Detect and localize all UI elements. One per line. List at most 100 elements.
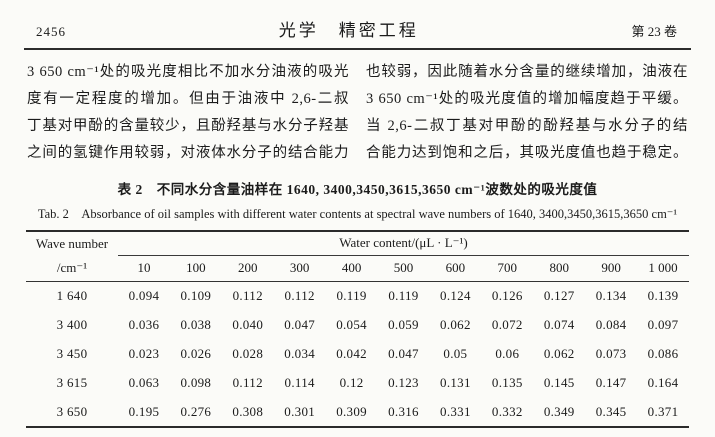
value-cell: 0.026	[180, 345, 212, 361]
table-row: 3 400 0.036 0.038 0.040 0.047 0.054 0.05…	[26, 310, 689, 339]
value-cell: 0.349	[543, 403, 575, 419]
value-cell: 0.072	[491, 316, 523, 332]
value-cell: 0.112	[284, 287, 315, 303]
water-content-group-header: Water content/(μL · L⁻¹)	[118, 231, 689, 256]
header-rule	[24, 48, 691, 50]
value-cell: 0.086	[647, 345, 679, 361]
text-line: 当 2,6-二叔丁基对甲酚的酚羟基与水分子的结	[366, 118, 688, 134]
value-cell: 0.047	[284, 316, 316, 332]
value-cell: 0.054	[336, 316, 367, 332]
value-cell: 0.040	[232, 316, 264, 332]
value-cell: 0.047	[388, 345, 419, 361]
column-header: 900	[585, 255, 638, 282]
value-cell: 0.331	[440, 403, 471, 419]
value-cell: 0.123	[388, 375, 419, 391]
value-cell: 0.063	[128, 375, 160, 391]
value-cell: 0.164	[647, 375, 679, 391]
value-cell: 0.06	[495, 345, 520, 361]
value-cell: 0.276	[180, 403, 212, 419]
text-line: 合能力达到饱和之后，其吸光度值也趋于稳定。	[366, 145, 688, 161]
value-cell: 0.059	[388, 316, 419, 332]
column-header: 800	[533, 255, 586, 282]
page-number: 2456	[36, 24, 66, 39]
value-cell: 0.112	[232, 375, 263, 391]
table-row: 1 640 0.094 0.109 0.112 0.112 0.119 0.11…	[26, 281, 689, 310]
value-cell: 0.345	[595, 403, 627, 419]
table-caption-zh: 表 2 不同水分含量油样在 1640, 3400,3450,3615,3650 …	[117, 182, 598, 197]
value-cell: 0.12	[339, 375, 364, 391]
column-header: 500	[377, 255, 430, 282]
value-cell: 0.098	[180, 375, 212, 391]
value-cell: 0.036	[128, 316, 160, 332]
table-row: 3 650 0.195 0.276 0.308 0.301 0.309 0.31…	[26, 398, 689, 427]
value-cell: 0.114	[284, 375, 315, 391]
value-cell: 0.097	[647, 316, 679, 332]
column-header: 400	[325, 255, 378, 282]
value-cell: 0.05	[443, 345, 468, 361]
value-cell: 0.073	[595, 345, 627, 361]
value-cell: 0.147	[595, 375, 627, 391]
value-cell: 0.127	[543, 287, 575, 303]
value-cell: 0.195	[128, 403, 160, 419]
column-header: 300	[273, 255, 326, 282]
value-cell: 0.074	[543, 316, 575, 332]
absorbance-table: Wave number Water content/(μL · L⁻¹) /cm…	[26, 230, 689, 428]
column-header: 600	[429, 255, 482, 282]
volume-label: 第 23 卷	[631, 24, 677, 39]
column-header: 100	[169, 255, 222, 282]
value-cell: 0.308	[232, 403, 264, 419]
value-cell: 0.126	[491, 287, 523, 303]
table-caption-en: Tab. 2 Absorbance of oil samples with di…	[37, 207, 678, 221]
value-cell: 0.028	[232, 345, 264, 361]
left-column: 3 650 cm⁻¹处的吸光度相比不加水分油液的吸光 度有一定程度的增加。但由于…	[27, 59, 349, 167]
wave-number-cell: 3 400	[56, 316, 88, 332]
text-line: 3 650 cm⁻¹处的吸光度值的增加幅度趋于平缓。	[366, 91, 688, 107]
value-cell: 0.135	[491, 375, 523, 391]
wave-number-cell: 3 650	[56, 403, 88, 419]
wave-number-cell: 1 640	[56, 287, 88, 303]
text-line: 也较弱，因此随着水分含量的继续增加，油液在	[366, 64, 688, 80]
table-header-row-sub: /cm⁻¹ 10 100 200 300 400 500 600 700 800…	[26, 255, 689, 282]
wave-number-cell: 3 450	[56, 345, 88, 361]
column-header: 200	[221, 255, 274, 282]
table-row: 3 615 0.063 0.098 0.112 0.114 0.12 0.123…	[26, 369, 689, 398]
value-cell: 0.084	[595, 316, 627, 332]
value-cell: 0.109	[180, 287, 212, 303]
value-cell: 0.145	[543, 375, 575, 391]
value-cell: 0.119	[388, 287, 419, 303]
value-cell: 0.119	[336, 287, 367, 303]
value-cell: 0.094	[128, 287, 160, 303]
value-cell: 0.131	[440, 375, 471, 391]
value-cell: 0.124	[440, 287, 471, 303]
value-cell: 0.139	[647, 287, 679, 303]
column-header: 700	[481, 255, 534, 282]
column-header: 10	[118, 255, 170, 282]
text-line: 度有一定程度的增加。但由于油液中 2,6-二叔	[27, 91, 349, 107]
right-column: 也较弱，因此随着水分含量的继续增加，油液在 3 650 cm⁻¹处的吸光度值的增…	[366, 59, 688, 167]
value-cell: 0.134	[595, 287, 627, 303]
text-line: 之间的氢键作用较弱，对液体水分子的结合能力	[27, 145, 349, 161]
wave-number-unit: /cm⁻¹	[26, 255, 118, 282]
journal-title: 光学 精密工程	[278, 21, 419, 40]
value-cell: 0.371	[647, 403, 679, 419]
value-cell: 0.042	[336, 345, 367, 361]
column-header: 1 000	[637, 255, 689, 282]
value-cell: 0.023	[128, 345, 160, 361]
value-cell: 0.332	[491, 403, 523, 419]
value-cell: 0.112	[232, 287, 263, 303]
body-text: 3 650 cm⁻¹处的吸光度相比不加水分油液的吸光 度有一定程度的增加。但由于…	[27, 59, 688, 167]
value-cell: 0.309	[336, 403, 367, 419]
wave-number-header: Wave number	[35, 235, 109, 251]
value-cell: 0.316	[388, 403, 419, 419]
value-cell: 0.062	[543, 345, 575, 361]
value-cell: 0.062	[440, 316, 471, 332]
page-header: 2456 光学 精密工程 第 23 卷	[0, 0, 715, 41]
value-cell: 0.034	[284, 345, 316, 361]
text-line: 丁基对甲酚的含量较少，且酚羟基与水分子羟基	[27, 118, 349, 134]
value-cell: 0.301	[284, 403, 316, 419]
table-header-row-top: Wave number Water content/(μL · L⁻¹)	[26, 231, 689, 256]
wave-number-cell: 3 615	[56, 375, 88, 391]
value-cell: 0.038	[180, 316, 212, 332]
table-row: 3 450 0.023 0.026 0.028 0.034 0.042 0.04…	[26, 339, 689, 368]
